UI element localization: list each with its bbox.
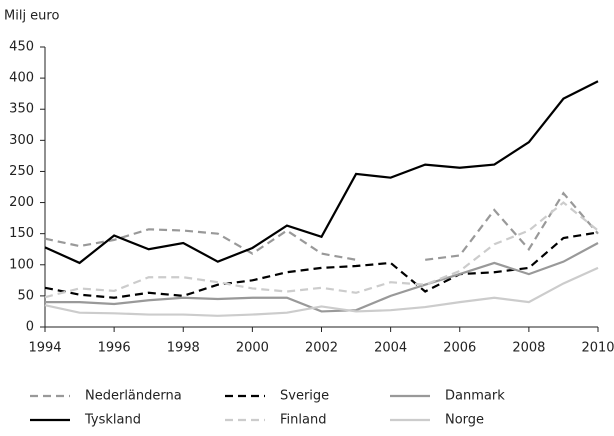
legend-label: Sverige (280, 389, 329, 404)
x-tick-label: 2006 (443, 341, 476, 356)
y-tick-label: 50 (17, 288, 34, 303)
legend-label: Norge (445, 413, 484, 428)
legend-label: Tyskland (84, 413, 141, 428)
y-tick-label: 250 (9, 164, 34, 179)
x-tick-label: 2010 (581, 341, 614, 356)
series-line (44, 201, 599, 299)
series-line (44, 191, 599, 261)
y-tick-label: 400 (9, 71, 34, 86)
y-tick-label: 350 (9, 102, 34, 117)
y-axis-label: Milj euro (4, 9, 59, 24)
x-tick-label: 2000 (236, 341, 269, 356)
x-tick-label: 1998 (167, 341, 200, 356)
series-line (44, 266, 599, 317)
y-tick-label: 0 (26, 320, 34, 335)
series-line (44, 80, 599, 265)
y-tick-label: 100 (9, 257, 34, 272)
x-tick-label: 2004 (374, 341, 407, 356)
x-tick-label: 2002 (305, 341, 338, 356)
y-tick-label: 200 (9, 195, 34, 210)
y-tick-label: 300 (9, 133, 34, 148)
y-tick-label: 150 (9, 226, 34, 241)
x-tick-label: 1994 (28, 341, 61, 356)
y-tick-label: 450 (9, 40, 34, 55)
series-line (44, 231, 599, 299)
legend-label: Danmark (445, 389, 505, 404)
legend-label: Finland (280, 413, 326, 428)
x-tick-label: 2008 (512, 341, 545, 356)
x-tick-label: 1996 (98, 341, 131, 356)
series-line (45, 242, 599, 313)
legend-label: Nederländerna (85, 389, 182, 404)
